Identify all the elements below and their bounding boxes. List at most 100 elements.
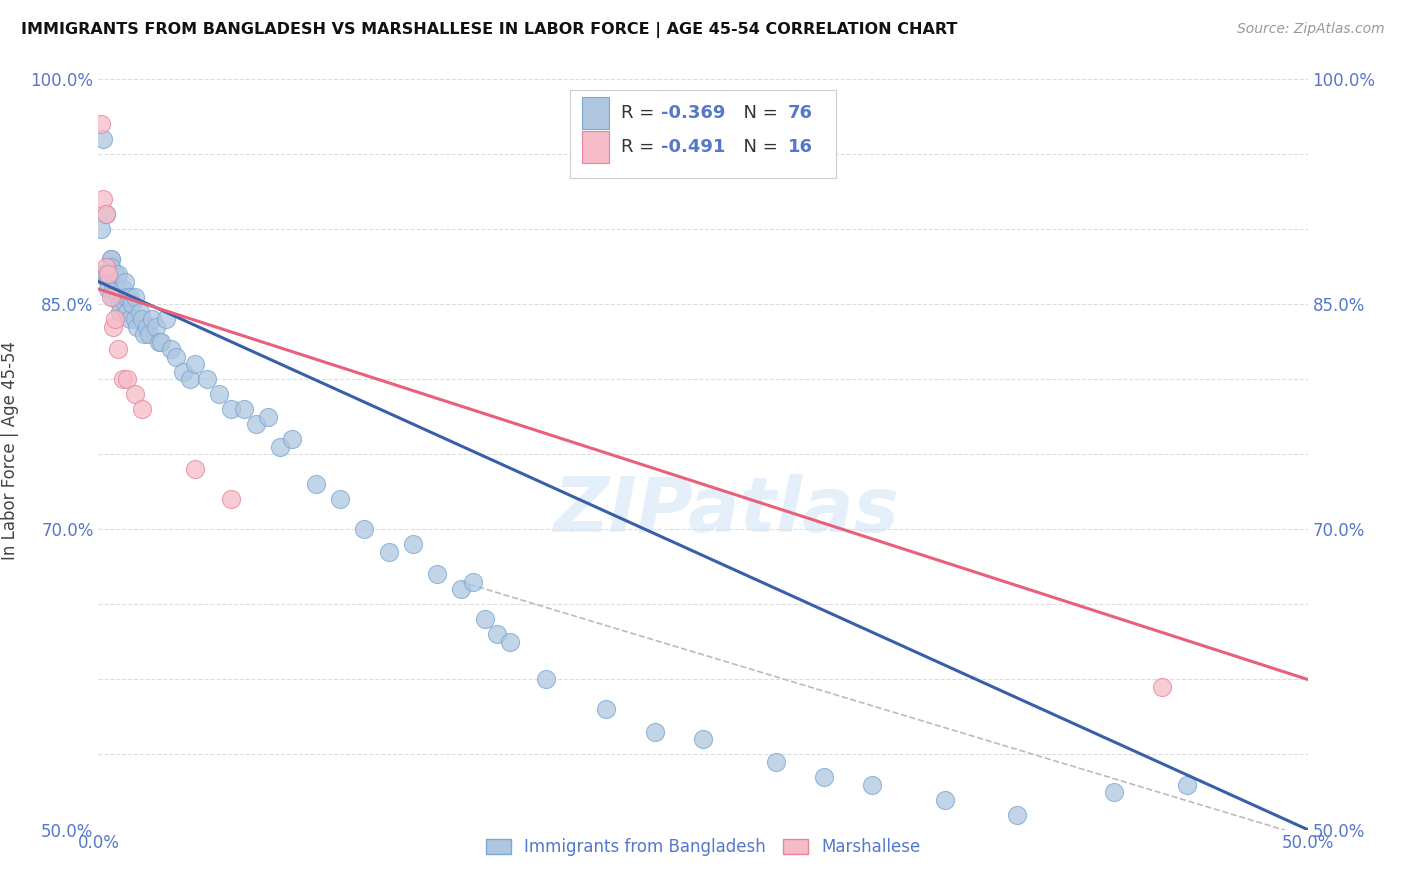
Point	[107, 342, 129, 356]
Point	[114, 275, 136, 289]
Text: 16: 16	[787, 138, 813, 156]
Point	[104, 267, 127, 281]
Point	[184, 462, 207, 476]
Point	[127, 319, 149, 334]
Text: 76: 76	[787, 104, 813, 122]
Point	[90, 117, 112, 131]
Point	[94, 207, 117, 221]
Point	[160, 342, 183, 356]
Point	[97, 275, 120, 289]
Point	[155, 312, 177, 326]
Text: R =: R =	[621, 138, 659, 156]
Point	[94, 267, 117, 281]
Point	[100, 260, 122, 274]
Point	[124, 289, 146, 303]
Point	[117, 304, 139, 318]
Point	[813, 770, 835, 784]
Point	[117, 289, 139, 303]
Point	[121, 297, 143, 311]
FancyBboxPatch shape	[582, 97, 609, 129]
Point	[138, 327, 160, 342]
Point	[595, 702, 617, 716]
Point	[692, 732, 714, 747]
Point	[107, 267, 129, 281]
Point	[498, 635, 520, 649]
Point	[450, 582, 472, 597]
Point	[150, 334, 173, 349]
Point	[111, 282, 134, 296]
Point	[118, 289, 141, 303]
Point	[221, 492, 243, 507]
Point	[269, 440, 291, 454]
Point	[90, 267, 112, 281]
Point	[281, 432, 304, 446]
Point	[97, 267, 120, 281]
Point	[463, 574, 485, 589]
Text: N =: N =	[733, 138, 783, 156]
Point	[131, 402, 153, 417]
Text: -0.491: -0.491	[661, 138, 725, 156]
Point	[172, 365, 194, 379]
Point	[108, 304, 131, 318]
Point	[134, 327, 156, 342]
Text: R =: R =	[621, 104, 659, 122]
Point	[114, 297, 136, 311]
Point	[100, 252, 122, 266]
Point	[402, 537, 425, 551]
Point	[1175, 778, 1198, 792]
Point	[107, 289, 129, 303]
Point	[934, 792, 956, 806]
Text: N =: N =	[733, 104, 783, 122]
Point	[353, 522, 375, 536]
Point	[90, 222, 112, 236]
Point	[377, 545, 399, 559]
Legend: Immigrants from Bangladesh, Marshallese: Immigrants from Bangladesh, Marshallese	[479, 831, 927, 863]
Point	[474, 612, 496, 626]
Point	[97, 282, 120, 296]
Point	[534, 673, 557, 687]
Point	[305, 477, 328, 491]
Point	[644, 725, 666, 739]
Point	[426, 567, 449, 582]
Point	[221, 402, 243, 417]
Point	[141, 312, 163, 326]
Text: IMMIGRANTS FROM BANGLADESH VS MARSHALLESE IN LABOR FORCE | AGE 45-54 CORRELATION: IMMIGRANTS FROM BANGLADESH VS MARSHALLES…	[21, 22, 957, 38]
Point	[245, 417, 267, 432]
Point	[148, 334, 170, 349]
Point	[117, 372, 139, 386]
Point	[135, 319, 157, 334]
FancyBboxPatch shape	[582, 131, 609, 163]
Point	[94, 260, 117, 274]
Point	[329, 492, 352, 507]
Point	[111, 372, 134, 386]
Point	[108, 297, 131, 311]
Point	[100, 289, 122, 303]
Point	[486, 627, 509, 641]
Point	[256, 409, 278, 424]
Point	[101, 319, 124, 334]
Point	[1007, 807, 1029, 822]
Point	[208, 387, 231, 401]
Point	[195, 372, 218, 386]
Point	[100, 252, 122, 266]
Point	[104, 312, 127, 326]
Text: ZIPatlas: ZIPatlas	[554, 475, 900, 548]
Point	[765, 755, 787, 769]
Point	[860, 778, 883, 792]
Point	[179, 372, 201, 386]
Point	[145, 319, 167, 334]
Point	[91, 132, 114, 146]
Point	[111, 289, 134, 303]
Point	[118, 312, 141, 326]
Point	[131, 312, 153, 326]
Point	[104, 275, 127, 289]
Point	[1152, 680, 1174, 694]
Point	[94, 207, 117, 221]
Point	[1102, 785, 1125, 799]
Point	[124, 387, 146, 401]
Text: Source: ZipAtlas.com: Source: ZipAtlas.com	[1237, 22, 1385, 37]
Point	[101, 282, 124, 296]
FancyBboxPatch shape	[569, 90, 837, 178]
Point	[91, 192, 114, 206]
Point	[101, 289, 124, 303]
